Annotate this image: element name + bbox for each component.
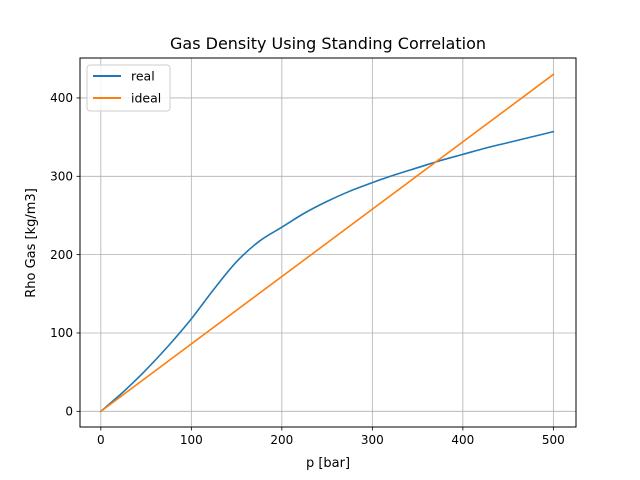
x-tick-label: 200 (270, 433, 293, 447)
x-tick-label: 100 (180, 433, 203, 447)
y-tick-label: 200 (50, 248, 73, 262)
legend-label-ideal: ideal (131, 91, 161, 106)
plot-frame (79, 57, 577, 428)
legend: real ideal (86, 64, 171, 112)
y-tick-label: 100 (50, 326, 73, 340)
x-tick-label: 0 (97, 433, 105, 447)
series-line-ideal (99, 73, 555, 413)
series-line-real (99, 130, 555, 413)
x-axis-label: p [bar] (306, 456, 350, 471)
chart-title: Gas Density Using Standing Correlation (170, 34, 486, 53)
x-tick-label: 300 (361, 433, 384, 447)
axis-ticks: 0 100 200 300 400 500 0 100 200 300 400 (50, 91, 565, 447)
y-tick-label: 300 (50, 169, 73, 183)
legend-label-real: real (131, 69, 155, 84)
x-tick-label: 500 (542, 433, 565, 447)
series-layer (99, 73, 555, 413)
y-tick-label: 0 (65, 405, 73, 419)
grid (80, 58, 576, 427)
x-tick-label: 400 (451, 433, 474, 447)
y-tick-label: 400 (50, 91, 73, 105)
y-axis-label: Rho Gas [kg/m3] (24, 188, 39, 298)
